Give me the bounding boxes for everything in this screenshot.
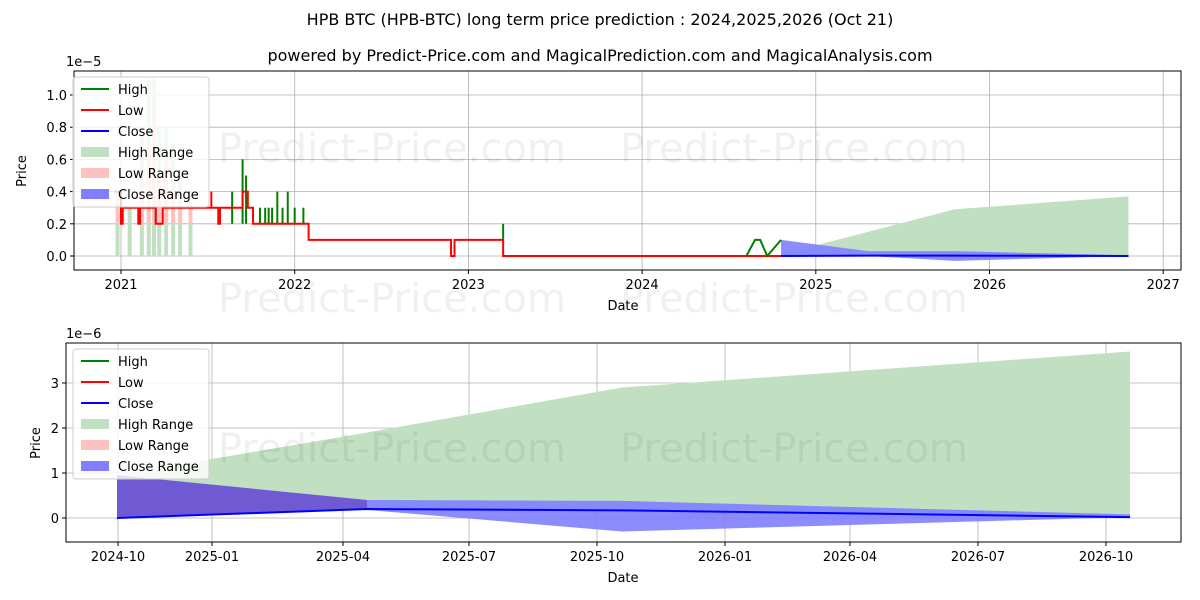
bottom-y-scale-label: 1e−6 [66, 327, 101, 342]
legend-item-label: Close Range [118, 460, 199, 475]
chart-subtitle: powered by Predict-Price.com and Magical… [267, 46, 933, 65]
close-line [116, 507, 1131, 519]
legend-item-label: Low Range [118, 439, 189, 454]
y-tick-label: 0.2 [46, 218, 67, 233]
low-range-bar [115, 207, 120, 224]
high-range-area [117, 351, 1130, 518]
legend-swatch-patch [81, 147, 109, 157]
legend-item-label: Close [118, 125, 153, 140]
legend-item-label: High Range [118, 418, 193, 433]
watermark: Predict-Price.com [620, 276, 968, 322]
top-y-scale-label: 1e−5 [66, 55, 101, 70]
watermark: Predict-Price.com [218, 276, 566, 322]
bottom-axis-ticks: 2024-10 2025-01 2025-04 2025-07 2025-10 2026-… [51, 377, 1133, 565]
x-tick-label: 2025-10 [570, 550, 624, 565]
bottom-x-axis-label: Date [607, 571, 638, 586]
legend-swatch-patch [81, 461, 109, 471]
low-range-bar [178, 207, 183, 224]
x-tick-label: 2026-04 [823, 550, 877, 565]
y-tick-label: 0.4 [46, 186, 67, 201]
chart-title: HPB BTC (HPB-BTC) long term price predic… [306, 10, 894, 29]
x-tick-label: 2025-01 [185, 550, 239, 565]
x-tick-label: 2027 [1147, 278, 1180, 293]
legend-item-label: Low [118, 376, 144, 391]
legend-swatch-patch [81, 440, 109, 450]
legend-item-label: Low [118, 104, 144, 119]
bottom-series [116, 351, 1131, 532]
x-tick-label: 2026-01 [698, 550, 752, 565]
top-y-axis-label: Price [15, 155, 30, 187]
legend-swatch-patch [81, 168, 109, 178]
legend-item-label: High Range [118, 146, 193, 161]
legend-item-label: High [118, 83, 148, 98]
overlap-area [117, 475, 367, 518]
legend-swatch-patch [81, 189, 109, 199]
y-tick-label: 0.6 [46, 153, 67, 168]
x-tick-label: 2025-07 [442, 550, 496, 565]
top-chart: Predict-Price.com Predict-Price.com Pred… [15, 55, 1182, 322]
top-axis-ticks: 2021 2022 2023 2024 2025 2026 2027 0.0 0.2 0.4 0.6… [46, 89, 1179, 293]
bottom-watermarks: Predict-Price.com Predict-Price.com [218, 426, 968, 472]
watermark: Predict-Price.com [620, 126, 968, 172]
y-tick-label: 2 [51, 422, 59, 437]
low-line [114, 190, 782, 257]
bottom-plot-frame [65, 342, 1182, 543]
x-tick-label: 2024-10 [91, 550, 145, 565]
y-tick-label: 0.0 [46, 250, 67, 265]
x-tick-label: 2025-04 [316, 550, 370, 565]
bottom-legend: High Low Close High Range Low Range Close Ran… [72, 348, 210, 480]
y-tick-label: 1 [51, 467, 59, 482]
watermark: Predict-Price.com [218, 126, 566, 172]
x-tick-label: 2021 [104, 278, 137, 293]
x-tick-label: 2025 [799, 278, 832, 293]
top-x-axis-label: Date [607, 299, 638, 314]
bottom-chart: Predict-Price.com Predict-Price.com 2024… [29, 327, 1182, 586]
high-range-bar [127, 207, 132, 256]
legend-item-label: Low Range [118, 167, 189, 182]
bottom-y-axis-label: Price [29, 427, 44, 459]
legend-item-label: High [118, 355, 148, 370]
y-tick-label: 0 [51, 512, 59, 527]
y-tick-label: 0.8 [46, 121, 67, 136]
legend-item-label: Close [118, 397, 153, 412]
watermark: Predict-Price.com [620, 426, 968, 472]
x-tick-label: 2026-10 [1079, 550, 1133, 565]
close-range-area [117, 475, 1130, 532]
high-line [745, 238, 782, 258]
legend-swatch-patch [81, 419, 109, 429]
y-tick-label: 3 [51, 377, 59, 392]
watermark: Predict-Price.com [218, 426, 566, 472]
x-tick-label: 2026 [973, 278, 1006, 293]
y-tick-label: 1.0 [46, 89, 67, 104]
top-watermarks: Predict-Price.com Predict-Price.com Pred… [218, 126, 968, 322]
x-tick-label: 2023 [452, 278, 485, 293]
x-tick-label: 2022 [278, 278, 311, 293]
low-range-bar [188, 207, 193, 224]
x-tick-label: 2026-07 [951, 550, 1005, 565]
high-range-area [781, 196, 1129, 256]
legend-item-label: Close Range [118, 188, 199, 203]
x-tick-label: 2024 [626, 278, 659, 293]
top-legend: High Low Close High Range Low Range Close Ran… [72, 76, 210, 208]
